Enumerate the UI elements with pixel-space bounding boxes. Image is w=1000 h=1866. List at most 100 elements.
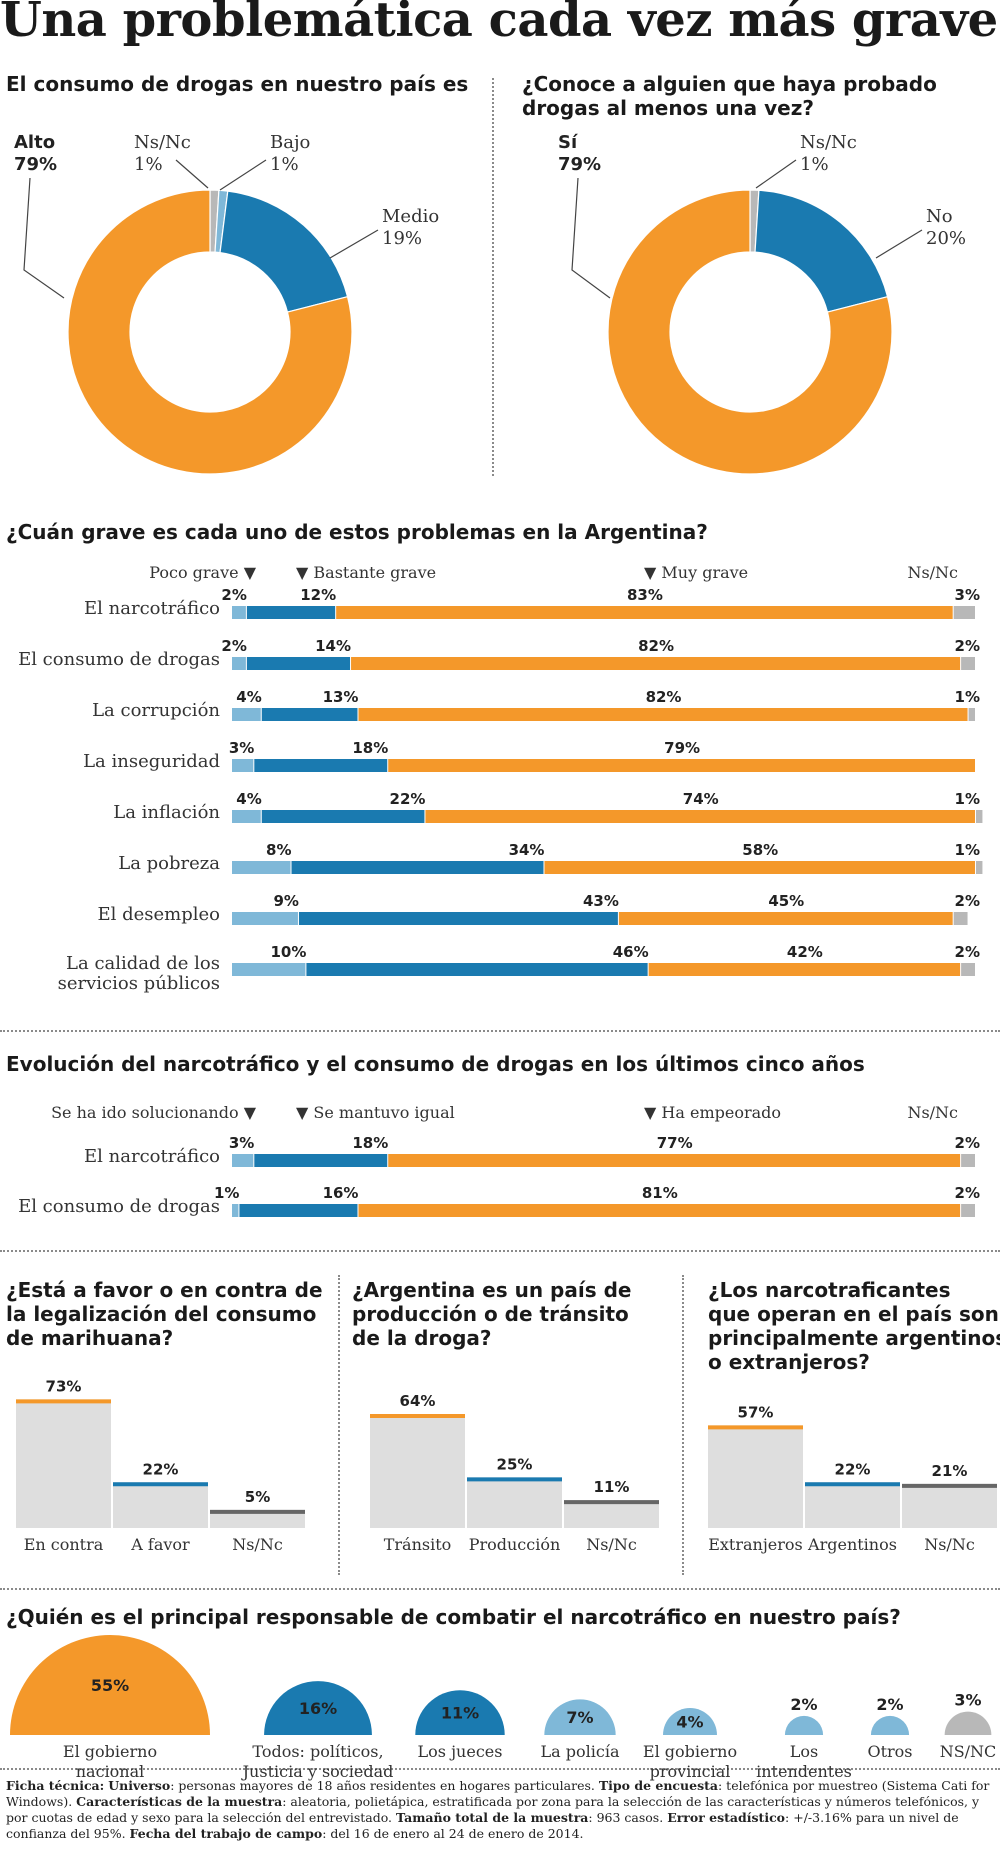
donut1-title: El consumo de drogas en nuestro país es: [6, 72, 469, 96]
transit-bar-0: [370, 1414, 465, 1528]
evolution-bar-1-1: [239, 1204, 358, 1217]
severity-bar-4-0: [232, 810, 261, 823]
transit-category-1: Producción: [469, 1535, 561, 1554]
severity-value-7-3: 2%: [955, 943, 980, 961]
severity-bar-4-1: [261, 810, 425, 823]
marihuana-bar-top-1: [113, 1482, 208, 1487]
severity-bar-0-3: [953, 606, 975, 619]
transit-bar-top-1: [467, 1477, 562, 1482]
donut1-label-1: Medio: [382, 206, 439, 227]
page-title: Una problemática cada vez más grave: [0, 0, 998, 48]
evolution-value-0-0: 3%: [229, 1134, 254, 1152]
responsible-bubble-1: [264, 1681, 372, 1735]
responsible-bubble-6: [870, 1715, 910, 1735]
severity-row-label-0: El narcotráfico: [84, 598, 220, 619]
responsible-category-1: Justicia y sociedad: [241, 1762, 394, 1781]
severity-bar-6-0: [232, 912, 298, 925]
donut2-slice-1: [754, 189, 889, 313]
donut2-leader-0: [571, 177, 611, 299]
severity-bar-7-0: [232, 963, 306, 976]
donut1-label-3: Ns/Nc: [134, 132, 191, 153]
severity-value-7-1: 46%: [613, 943, 649, 961]
severity-bar-7-3: [961, 963, 975, 976]
severity-value-2-1: 13%: [323, 688, 359, 706]
responsible-value-5: 2%: [790, 1695, 817, 1714]
evolution-value-0-3: 2%: [955, 1134, 980, 1152]
severity-value-6-1: 43%: [583, 892, 619, 910]
responsible-value-7: 3%: [954, 1691, 981, 1710]
transit-bar-top-0: [370, 1414, 465, 1418]
responsible-bubble-4: [663, 1708, 717, 1735]
responsible-category-5: Los: [790, 1742, 818, 1761]
severity-value-3-2: 79%: [664, 739, 700, 757]
responsible-category-2: Los jueces: [418, 1742, 503, 1761]
marihuana-category-2: Ns/Nc: [232, 1535, 283, 1554]
transit-bar-top-2: [564, 1500, 659, 1505]
evolution-row-label-0: El narcotráfico: [84, 1146, 220, 1167]
evolution-bar-0-3: [961, 1154, 975, 1167]
severity-value-5-3: 1%: [955, 841, 980, 859]
evolution-bar-1-0: [232, 1204, 239, 1217]
severity-value-4-3: 1%: [955, 790, 980, 808]
severity-value-5-0: 8%: [266, 841, 291, 859]
severity-bar-6-1: [298, 912, 618, 925]
severity-value-4-2: 74%: [683, 790, 719, 808]
donut2-leader-1: [875, 229, 923, 259]
narcos-origin-bar-1: [805, 1482, 900, 1528]
marihuana-bar-top-2: [210, 1509, 305, 1514]
severity-bar-2-1: [261, 708, 358, 721]
donut2-slice-0: [607, 189, 893, 475]
severity-legend-1: ▼ Bastante grave: [296, 563, 436, 582]
evolution-legend-3: Ns/Nc: [907, 1103, 958, 1122]
responsible-bubble-3: [544, 1699, 616, 1735]
narcos-origin-bar-2: [902, 1483, 997, 1528]
donut2-value-2: 1%: [800, 154, 829, 175]
footnote: Ficha técnica: Universo: personas mayore…: [6, 1778, 990, 1841]
severity-bar-1-0: [232, 657, 246, 670]
marihuana-bar-top-0: [16, 1399, 111, 1404]
narcos-origin-category-2: Ns/Nc: [924, 1535, 975, 1554]
evolution-value-1-1: 16%: [323, 1184, 359, 1202]
severity-bar-2-3: [968, 708, 975, 721]
severity-bar-3-0: [232, 759, 254, 772]
severity-value-0-0: 2%: [221, 586, 246, 604]
severity-value-2-3: 1%: [955, 688, 980, 706]
donut1-leader-0: [23, 177, 65, 299]
severity-value-7-2: 42%: [787, 943, 823, 961]
severity-value-1-1: 14%: [315, 637, 351, 655]
severity-value-5-2: 58%: [742, 841, 778, 859]
responsible-bubble-0: [10, 1635, 210, 1735]
evolution-bar-1-2: [358, 1204, 961, 1217]
responsible-category-5: intendentes: [756, 1762, 852, 1781]
marihuana-category-0: En contra: [24, 1535, 104, 1554]
severity-legend-0: Poco grave ▼: [149, 563, 256, 582]
donut1-leader-3: [175, 159, 209, 189]
severity-row-label-3: La inseguridad: [83, 751, 220, 772]
donut1-leader-1: [329, 229, 379, 259]
evolution-row-label-1: El consumo de drogas: [18, 1196, 220, 1217]
severity-bar-3-1: [254, 759, 388, 772]
donut2-label-2: Ns/Nc: [800, 132, 857, 153]
severity-row-label-6: El desempleo: [97, 904, 220, 925]
responsible-value-6: 2%: [876, 1695, 903, 1714]
transit-bar-1: [467, 1477, 562, 1528]
narcos-origin-value-1: 22%: [835, 1460, 871, 1478]
responsible-category-3: La policía: [541, 1742, 620, 1761]
evolution-value-1-0: 1%: [214, 1184, 239, 1202]
responsible-category-4: provincial: [650, 1762, 731, 1781]
evolution-value-1-2: 81%: [642, 1184, 678, 1202]
narcos-origin-title: ¿Los narcotraficantes que operan en el pa…: [708, 1278, 1000, 1374]
narcos-origin-bar-0: [708, 1425, 803, 1528]
severity-bar-4-2: [425, 810, 975, 823]
narcos-origin-bar-top-1: [805, 1482, 900, 1487]
severity-bar-1-2: [351, 657, 961, 670]
donut1-value-2: 1%: [270, 154, 299, 175]
severity-bar-3-2: [388, 759, 975, 772]
severity-row-label-1: El consumo de drogas: [18, 649, 220, 670]
transit-category-0: Tránsito: [384, 1535, 452, 1554]
narcos-origin-bar-top-0: [708, 1425, 803, 1430]
responsible-category-6: Otros: [867, 1742, 912, 1761]
donut1-label-0: Alto: [14, 132, 55, 153]
donut2-title: ¿Conoce a alguien que haya probado droga…: [522, 72, 937, 120]
